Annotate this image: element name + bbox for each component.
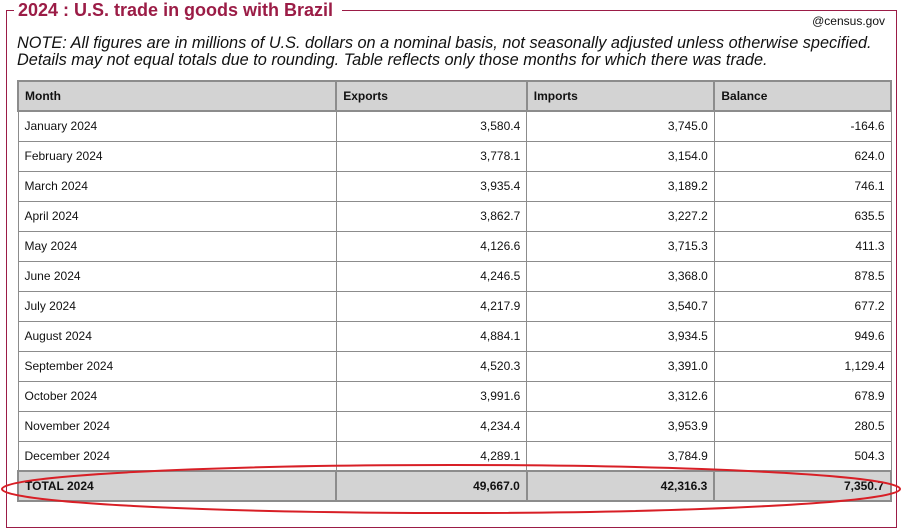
table-row: January 2024 3,580.4 3,745.0 -164.6 <box>17 110 892 142</box>
column-header-imports[interactable]: Imports <box>525 80 716 112</box>
source-credit: @census.gov <box>812 14 885 28</box>
total-row: TOTAL 2024 49,667.0 42,316.3 7,350.7 <box>16 470 892 502</box>
month-cell: October 2024 <box>17 380 337 412</box>
exports-cell: 3,778.1 <box>335 140 528 172</box>
table-row: July 2024 4,217.9 3,540.7 677.2 <box>17 290 892 322</box>
total-exports-cell: 49,667.0 <box>335 470 528 502</box>
imports-cell: 3,934.5 <box>526 320 715 352</box>
exports-cell: 4,126.6 <box>335 230 528 262</box>
month-cell: January 2024 <box>17 110 337 142</box>
balance-cell: 878.5 <box>713 260 892 292</box>
table-row: October 2024 3,991.6 3,312.6 678.9 <box>17 380 892 412</box>
exports-cell: 4,246.5 <box>335 260 528 292</box>
balance-cell: 949.6 <box>713 320 892 352</box>
column-header-balance[interactable]: Balance <box>713 80 892 112</box>
exports-cell: 3,935.4 <box>335 170 528 202</box>
balance-cell: 624.0 <box>713 140 892 172</box>
exports-cell: 4,520.3 <box>335 350 528 382</box>
month-cell: June 2024 <box>17 260 337 292</box>
column-header-month[interactable]: Month <box>16 80 338 112</box>
balance-cell: 677.2 <box>713 290 892 322</box>
imports-cell: 3,154.0 <box>526 140 715 172</box>
total-imports-cell: 42,316.3 <box>525 470 716 502</box>
frame-border-top-left <box>6 10 14 11</box>
balance-cell: 1,129.4 <box>713 350 892 382</box>
balance-cell: 280.5 <box>713 410 892 442</box>
imports-cell: 3,784.9 <box>526 440 715 472</box>
balance-cell: 746.1 <box>713 170 892 202</box>
exports-cell: 4,884.1 <box>335 320 528 352</box>
table-row: March 2024 3,935.4 3,189.2 746.1 <box>17 170 892 202</box>
total-label-cell: TOTAL 2024 <box>16 470 338 502</box>
imports-cell: 3,391.0 <box>526 350 715 382</box>
table-row: February 2024 3,778.1 3,154.0 624.0 <box>17 140 892 172</box>
month-cell: May 2024 <box>17 230 337 262</box>
exports-cell: 3,862.7 <box>335 200 528 232</box>
page-title: 2024 : U.S. trade in goods with Brazil <box>18 0 334 20</box>
exports-cell: 3,580.4 <box>335 110 528 142</box>
imports-cell: 3,312.6 <box>526 380 715 412</box>
table-row: August 2024 4,884.1 3,934.5 949.6 <box>17 320 892 352</box>
month-cell: November 2024 <box>17 410 337 442</box>
table-row: September 2024 4,520.3 3,391.0 1,129.4 <box>17 350 892 382</box>
month-cell: December 2024 <box>17 440 337 472</box>
imports-cell: 3,715.3 <box>526 230 715 262</box>
balance-cell: 678.9 <box>713 380 892 412</box>
balance-cell: 635.5 <box>713 200 892 232</box>
table-header-row: Month Exports Imports Balance <box>16 80 892 112</box>
table-row: April 2024 3,862.7 3,227.2 635.5 <box>17 200 892 232</box>
balance-cell: 411.3 <box>713 230 892 262</box>
column-header-exports[interactable]: Exports <box>335 80 528 112</box>
month-cell: August 2024 <box>17 320 337 352</box>
note-text: NOTE: All figures are in millions of U.S… <box>17 34 872 69</box>
table-row: June 2024 4,246.5 3,368.0 878.5 <box>17 260 892 292</box>
month-cell: March 2024 <box>17 170 337 202</box>
imports-cell: 3,953.9 <box>526 410 715 442</box>
exports-cell: 3,991.6 <box>335 380 528 412</box>
table-row: May 2024 4,126.6 3,715.3 411.3 <box>17 230 892 262</box>
exports-cell: 4,217.9 <box>335 290 528 322</box>
balance-cell: -164.6 <box>713 110 892 142</box>
imports-cell: 3,368.0 <box>526 260 715 292</box>
table-row: November 2024 4,234.4 3,953.9 280.5 <box>17 410 892 442</box>
month-cell: September 2024 <box>17 350 337 382</box>
total-balance-cell: 7,350.7 <box>713 470 892 502</box>
month-cell: July 2024 <box>17 290 337 322</box>
table-row: December 2024 4,289.1 3,784.9 504.3 <box>17 440 892 472</box>
imports-cell: 3,745.0 <box>526 110 715 142</box>
frame-border-top-right <box>342 10 897 11</box>
exports-cell: 4,234.4 <box>335 410 528 442</box>
imports-cell: 3,227.2 <box>526 200 715 232</box>
trade-table: Month Exports Imports Balance January 20… <box>16 80 892 502</box>
table-frame <box>6 10 897 528</box>
exports-cell: 4,289.1 <box>335 440 528 472</box>
month-cell: February 2024 <box>17 140 337 172</box>
imports-cell: 3,189.2 <box>526 170 715 202</box>
balance-cell: 504.3 <box>713 440 892 472</box>
imports-cell: 3,540.7 <box>526 290 715 322</box>
month-cell: April 2024 <box>17 200 337 232</box>
